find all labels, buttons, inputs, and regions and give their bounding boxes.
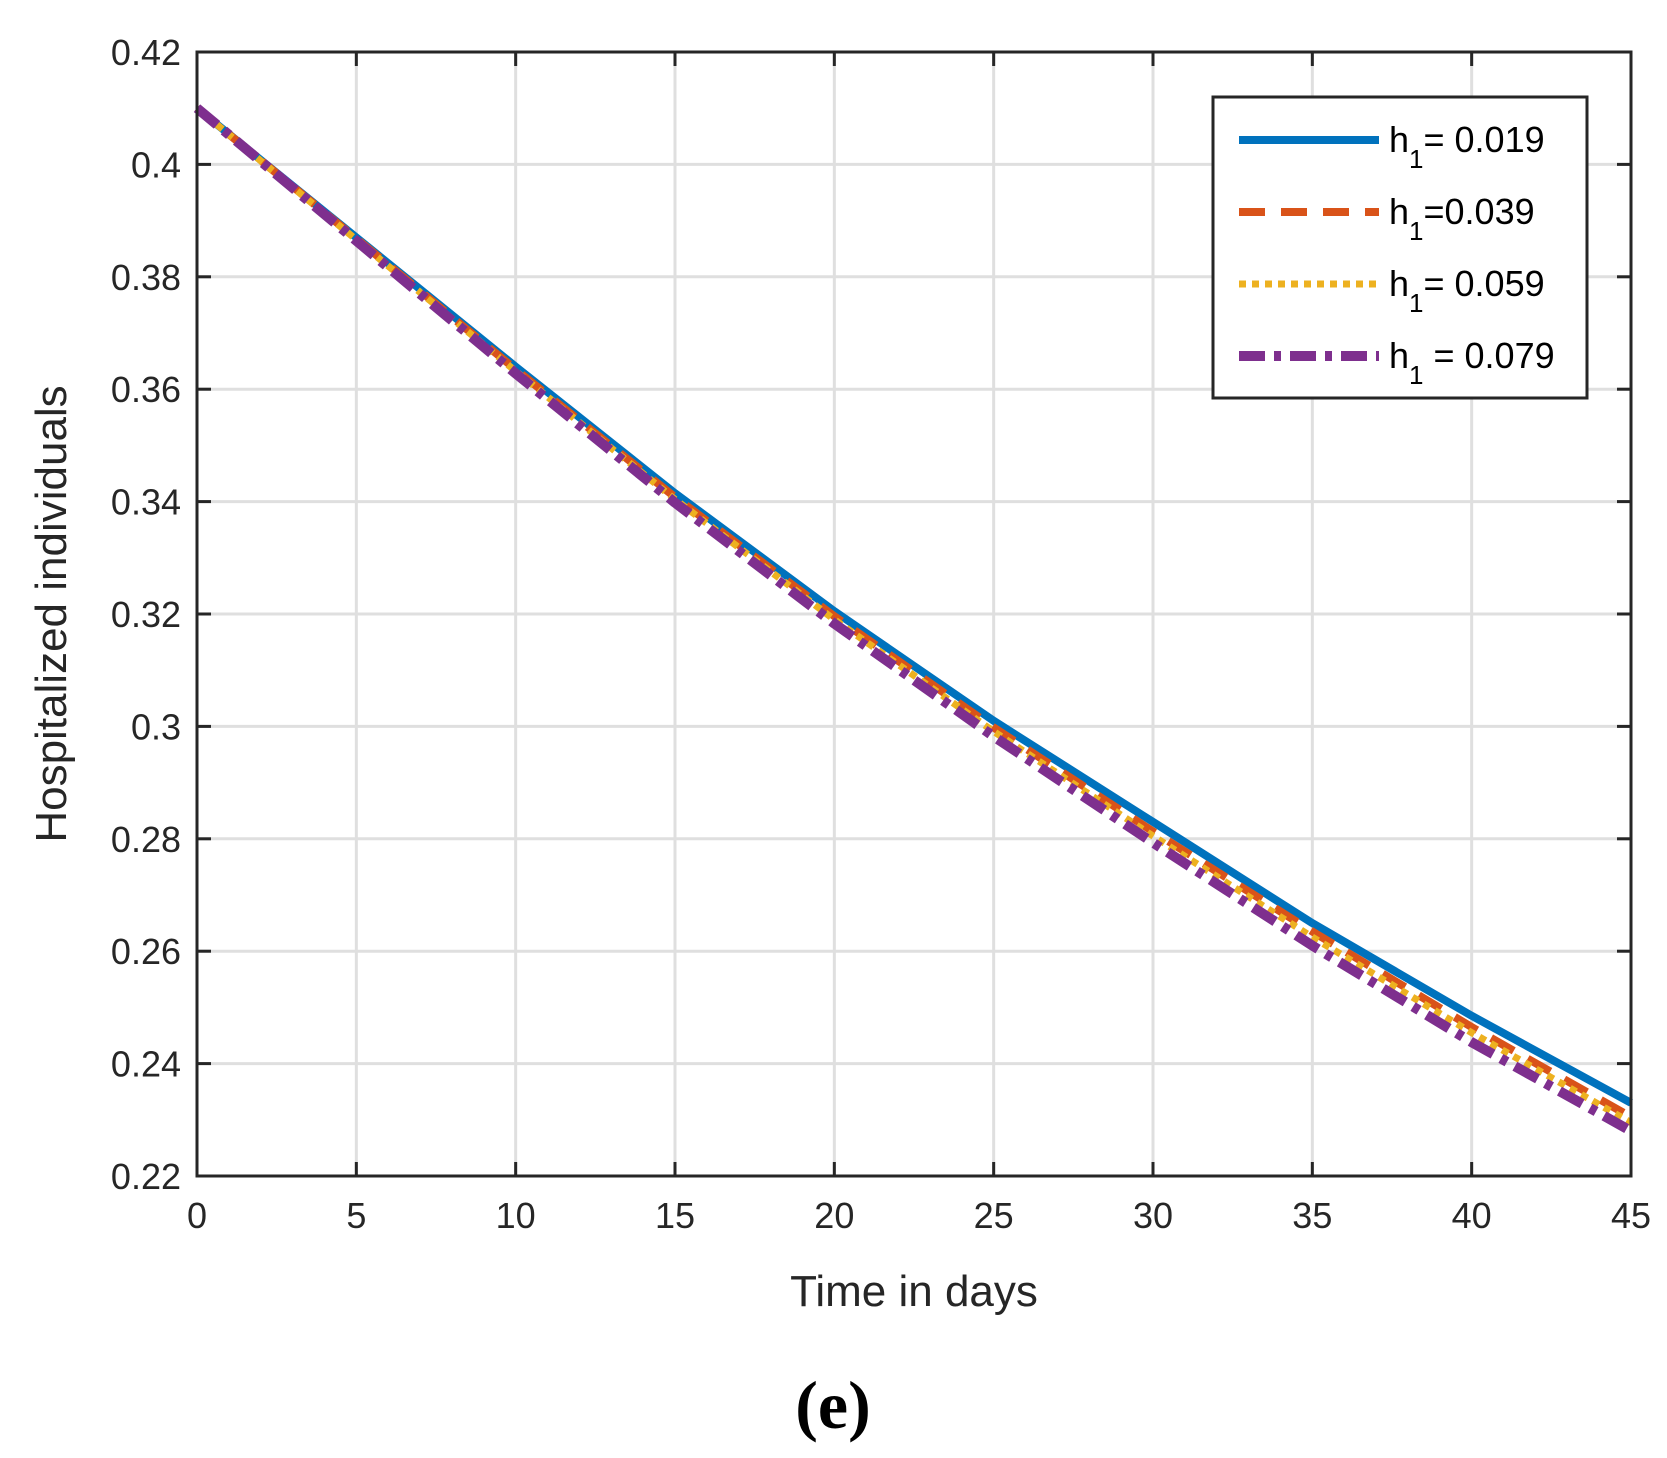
y-tick-label: 0.42 bbox=[111, 32, 181, 73]
y-tick-label: 0.26 bbox=[111, 931, 181, 972]
y-tick-label: 0.38 bbox=[111, 257, 181, 298]
y-axis-label: Hospitalized individuals bbox=[27, 385, 76, 842]
y-tick-label: 0.32 bbox=[111, 594, 181, 635]
legend-entry: h1= 0.059 bbox=[1389, 263, 1545, 318]
x-tick-label: 10 bbox=[496, 1195, 536, 1236]
x-tick-label: 40 bbox=[1452, 1195, 1492, 1236]
y-tick-label: 0.36 bbox=[111, 369, 181, 410]
y-tick-label: 0.28 bbox=[111, 819, 181, 860]
y-tick-label: 0.34 bbox=[111, 482, 181, 523]
panel-label: (e) bbox=[795, 1367, 870, 1443]
x-tick-label: 30 bbox=[1133, 1195, 1173, 1236]
x-tick-labels: 0 5 10 15 20 25 30 35 40 45 bbox=[187, 1195, 1651, 1236]
tick-marks bbox=[195, 50, 1633, 1178]
y-tick-labels: 0.22 0.24 0.26 0.28 0.3 0.32 0.34 0.36 0.38 0.4 0.… bbox=[111, 32, 181, 1197]
legend-entry: h1 = 0.079 bbox=[1389, 335, 1555, 390]
series-lines bbox=[193, 104, 1634, 1136]
x-tick-label: 15 bbox=[655, 1195, 695, 1236]
legend-entry: h1=0.039 bbox=[1389, 191, 1535, 246]
x-tick-label: 35 bbox=[1292, 1195, 1332, 1236]
y-tick-label: 0.4 bbox=[131, 144, 181, 185]
legend-entry: h1= 0.019 bbox=[1389, 119, 1545, 174]
legend-box bbox=[1211, 95, 1589, 400]
series-line bbox=[193, 104, 1634, 1136]
y-tick-label: 0.22 bbox=[111, 1156, 181, 1197]
x-tick-label: 25 bbox=[974, 1195, 1014, 1236]
y-tick-label: 0.24 bbox=[111, 1044, 181, 1085]
x-tick-label: 5 bbox=[346, 1195, 366, 1236]
x-tick-label: 20 bbox=[814, 1195, 854, 1236]
x-axis-label: Time in days bbox=[790, 1267, 1038, 1316]
series-line bbox=[194, 105, 1633, 1126]
legend: h1= 0.019 h1=0.039 h1= 0.059 h1 = 0.079 bbox=[1211, 95, 1589, 400]
y-tick-label: 0.3 bbox=[131, 706, 181, 747]
x-tick-label: 0 bbox=[187, 1195, 207, 1236]
x-tick-label: 45 bbox=[1611, 1195, 1651, 1236]
